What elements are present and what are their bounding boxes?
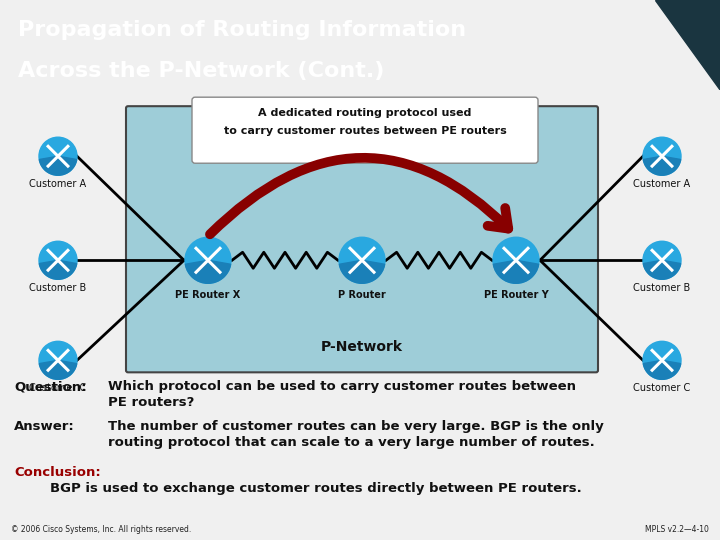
Circle shape (39, 241, 77, 279)
Circle shape (39, 341, 77, 379)
Text: PE routers?: PE routers? (108, 396, 194, 409)
Circle shape (493, 237, 539, 284)
Text: PE Router Y: PE Router Y (484, 291, 549, 300)
Text: Customer B: Customer B (634, 284, 690, 293)
FancyBboxPatch shape (126, 106, 598, 372)
Wedge shape (40, 360, 77, 379)
Wedge shape (493, 260, 539, 284)
Text: routing protocol that can scale to a very large number of routes.: routing protocol that can scale to a ver… (108, 436, 595, 449)
Text: P Router: P Router (338, 291, 386, 300)
Text: Customer A: Customer A (30, 179, 86, 189)
Wedge shape (40, 156, 77, 175)
Wedge shape (643, 156, 680, 175)
Text: Customer C: Customer C (30, 383, 86, 393)
Text: Conclusion:: Conclusion: (14, 467, 101, 480)
Wedge shape (643, 260, 680, 279)
Text: PE Router X: PE Router X (176, 291, 240, 300)
Text: Which protocol can be used to carry customer routes between: Which protocol can be used to carry cust… (108, 380, 576, 393)
Text: to carry customer routes between PE routers: to carry customer routes between PE rout… (224, 126, 506, 136)
Text: Customer A: Customer A (634, 179, 690, 189)
Circle shape (643, 341, 681, 379)
Circle shape (339, 237, 385, 284)
Circle shape (185, 237, 231, 284)
Text: Answer:: Answer: (14, 420, 75, 433)
Text: A dedicated routing protocol used: A dedicated routing protocol used (258, 108, 472, 118)
Circle shape (643, 137, 681, 175)
Text: Propagation of Routing Information: Propagation of Routing Information (18, 20, 466, 40)
Text: Customer C: Customer C (634, 383, 690, 393)
Text: P-Network: P-Network (321, 340, 403, 354)
Circle shape (643, 241, 681, 279)
Circle shape (39, 137, 77, 175)
Text: MPLS v2.2—4-10: MPLS v2.2—4-10 (645, 525, 709, 534)
Text: Customer B: Customer B (30, 284, 86, 293)
FancyBboxPatch shape (192, 97, 538, 163)
Text: The number of customer routes can be very large. BGP is the only: The number of customer routes can be ver… (108, 420, 604, 433)
Text: © 2006 Cisco Systems, Inc. All rights reserved.: © 2006 Cisco Systems, Inc. All rights re… (11, 525, 191, 534)
Text: Question:: Question: (14, 380, 86, 393)
Wedge shape (643, 360, 680, 379)
Text: Across the P-Network (Cont.): Across the P-Network (Cont.) (18, 62, 384, 82)
Wedge shape (40, 260, 77, 279)
Polygon shape (655, 0, 720, 90)
FancyArrowPatch shape (210, 158, 508, 234)
Text: BGP is used to exchange customer routes directly between PE routers.: BGP is used to exchange customer routes … (50, 482, 582, 495)
Wedge shape (185, 260, 230, 284)
Wedge shape (339, 260, 384, 284)
